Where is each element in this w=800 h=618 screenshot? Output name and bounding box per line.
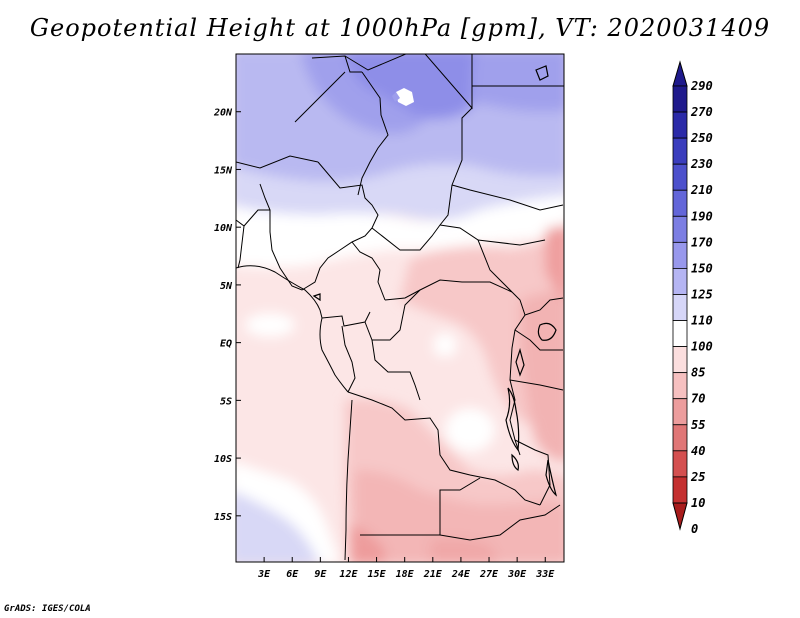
lat-tick-label: 10S (214, 454, 232, 465)
colorbar-swatch (672, 398, 688, 426)
lat-tick-label: EQ (220, 339, 232, 350)
colorbar-swatch (672, 268, 688, 295)
coastlines-borders (236, 54, 564, 561)
colorbar-swatch (672, 111, 688, 139)
colorbar-swatch (672, 137, 688, 165)
colorbar-label: 250 (690, 131, 713, 145)
lon-tick-label: 18E (396, 569, 415, 580)
lon-tick-label: 6E (286, 569, 299, 580)
map-title: Geopotential Height at 1000hPa [gpm], VT… (29, 14, 771, 42)
colorbar-swatch (672, 476, 688, 504)
lon-tick-label: 3E (257, 569, 271, 580)
grads-credit: GrADS: IGES/COLA (4, 604, 91, 614)
colorbar-label: 125 (691, 287, 713, 301)
colorbar-label: 150 (691, 261, 713, 275)
colorbar-label: 40 (691, 444, 705, 458)
colorbar-label: 70 (691, 392, 705, 406)
colorbar-label: 100 (691, 340, 713, 354)
colorbar-bottom-arrow (672, 502, 688, 531)
colorbar-label: 55 (691, 418, 705, 432)
lat-tick-label: 15N (214, 165, 233, 176)
latitude-axis: 20N 15N 10N 5N EQ 5S 10S 15S (213, 108, 241, 523)
lat-tick-label: 5S (220, 396, 232, 407)
colorbar-swatch (672, 450, 688, 478)
colorbar-swatch (672, 372, 688, 400)
colorbar-label: 270 (690, 105, 713, 119)
lon-tick-label: 9E (314, 569, 327, 580)
colorbar-label: 230 (690, 157, 713, 171)
colorbar-label: 25 (690, 470, 705, 484)
map-frame (235, 53, 565, 563)
colorbar: 2902702502302101901701501251101008570554… (672, 60, 713, 536)
colorbar-swatch (672, 189, 688, 217)
lat-tick-label: 20N (213, 108, 233, 119)
height-field (236, 54, 564, 562)
longitude-axis: 3E 6E 9E 12E 15E 18E 21E 24E 27E 30E 33E (257, 557, 555, 580)
lat-tick-label: 10N (214, 223, 233, 234)
lon-tick-label: 33E (535, 569, 555, 580)
colorbar-swatch (672, 163, 688, 191)
lakes (312, 65, 558, 497)
colorbar-top-arrow (672, 60, 688, 87)
colorbar-label: 190 (691, 209, 713, 223)
colorbar-swatch (672, 241, 688, 269)
lon-tick-label: 12E (339, 569, 358, 580)
lon-tick-label: 15E (368, 569, 387, 580)
colorbar-label: 110 (691, 314, 713, 328)
colorbar-label: 85 (691, 366, 705, 380)
colorbar-swatch (672, 346, 688, 374)
lat-tick-label: 15S (214, 512, 232, 523)
colorbar-swatch (672, 215, 688, 243)
lon-tick-label: 30E (507, 569, 527, 580)
colorbar-label: 0 (691, 522, 698, 536)
lon-tick-label: 27E (479, 569, 499, 580)
colorbar-label: 210 (690, 183, 713, 197)
colorbar-label: 10 (691, 496, 705, 510)
colorbar-swatch (672, 85, 688, 113)
colorbar-swatch (672, 320, 688, 347)
lon-tick-label: 21E (423, 569, 443, 580)
colorbar-label: 290 (690, 79, 713, 93)
lat-tick-label: 5N (220, 281, 233, 292)
colorbar-label: 170 (691, 235, 713, 249)
lon-tick-label: 24E (451, 569, 471, 580)
colorbar-swatch (672, 294, 688, 321)
colorbar-swatch (672, 424, 688, 452)
